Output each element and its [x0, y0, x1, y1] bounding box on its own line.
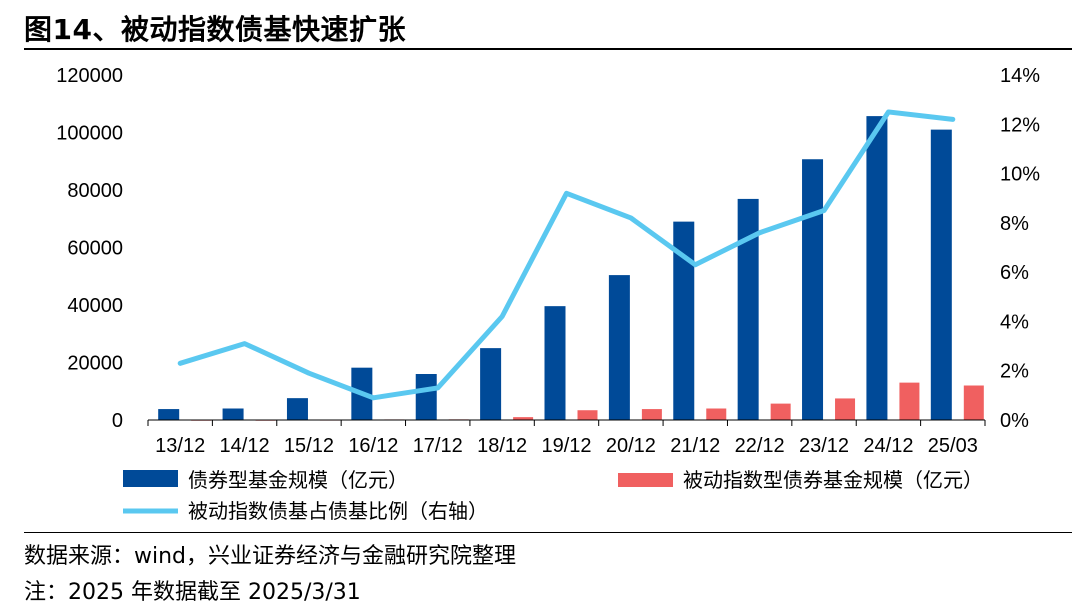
left-tick-label: 120000 — [56, 65, 123, 87]
bond-fund-bar — [286, 398, 308, 420]
passive-index-bar — [770, 403, 791, 420]
right-tick-label: 8% — [1000, 213, 1029, 235]
passive-index-bar — [835, 398, 856, 420]
x-tick-label: 25/03 — [928, 435, 978, 457]
bars-group — [158, 116, 984, 421]
right-tick-label: 14% — [1000, 65, 1040, 87]
bond-fund-bar — [802, 159, 824, 421]
bond-fund-bar — [415, 374, 437, 420]
source-text: 数据来源：wind，兴业证券经济与金融研究院整理 — [24, 544, 517, 569]
bond-fund-bar — [544, 306, 566, 420]
bond-fund-bar — [737, 198, 759, 420]
bond-fund-bar — [608, 275, 630, 420]
right-tick-label: 6% — [1000, 262, 1029, 284]
footer-rule — [24, 532, 1072, 533]
passive-index-bar — [513, 417, 534, 420]
legend-label-ratio-line: 被动指数债基占债基比例（右轴） — [188, 499, 488, 523]
x-tick-label: 14/12 — [220, 435, 270, 457]
note-text: 注：2025 年数据截至 2025/3/31 — [24, 580, 361, 605]
x-tick-label: 15/12 — [284, 435, 334, 457]
x-tick-label: 21/12 — [670, 435, 720, 457]
left-tick-label: 80000 — [67, 180, 123, 202]
title-rule — [24, 48, 1072, 50]
x-tick-label: 20/12 — [606, 435, 656, 457]
passive-index-bar — [963, 385, 984, 420]
left-tick-label: 60000 — [67, 238, 123, 260]
left-tick-label: 20000 — [67, 353, 123, 375]
x-tick-label: 22/12 — [735, 435, 785, 457]
ratio-line-group — [177, 109, 956, 401]
right-tick-label: 12% — [1000, 114, 1040, 136]
x-tick-label: 24/12 — [863, 435, 913, 457]
passive-index-bar — [706, 408, 727, 420]
bond-fund-bar — [222, 408, 244, 420]
x-tick-label: 18/12 — [477, 435, 527, 457]
right-tick-label: 10% — [1000, 164, 1040, 186]
x-tick-label: 23/12 — [799, 435, 849, 457]
bond-fund-bar — [866, 116, 888, 421]
bond-fund-bar — [930, 129, 952, 420]
left-axis-ticks: 0 20000 40000 60000 80000 100000 120000 — [56, 65, 123, 432]
left-tick-label: 0 — [112, 410, 123, 432]
legend-swatch-passive-index — [618, 473, 673, 487]
right-tick-label: 2% — [1000, 361, 1029, 383]
legend-label-passive-index: 被动指数型债券基金规模（亿元） — [683, 468, 983, 492]
passive-index-bar — [899, 382, 920, 420]
x-tick-label: 13/12 — [155, 435, 205, 457]
bond-fund-bar — [673, 221, 695, 420]
legend-swatch-bond-fund — [123, 470, 178, 487]
passive-index-bar — [641, 409, 662, 420]
ratio-line — [177, 109, 956, 401]
passive-index-bar — [577, 410, 598, 420]
x-axis-ticks: 13/12 14/12 15/12 16/12 17/12 18/12 19/12 20/12… — [147, 420, 986, 457]
x-tick-label: 17/12 — [413, 435, 463, 457]
chart-title: 图14、被动指数债基快速扩张 — [24, 13, 406, 46]
left-tick-label: 40000 — [67, 295, 123, 317]
x-tick-label: 19/12 — [541, 435, 591, 457]
bond-fund-bar — [480, 348, 502, 420]
legend-label-bond-fund: 债券型基金规模（亿元） — [188, 468, 408, 492]
right-tick-label: 0% — [1000, 410, 1029, 432]
legend: 债券型基金规模（亿元） 被动指数型债券基金规模（亿元） 被动指数债基占债基比例（右轴… — [123, 468, 983, 523]
bond-fund-bar — [158, 409, 180, 420]
x-tick-label: 16/12 — [348, 435, 398, 457]
chart-canvas: 0 20000 40000 60000 80000 100000 120000 0% 2% 4%… — [56, 65, 1040, 523]
right-axis-ticks: 0% 2% 4% 6% 8% 10% 12% 14% — [1000, 65, 1040, 432]
right-tick-label: 4% — [1000, 311, 1029, 333]
left-tick-label: 100000 — [56, 123, 123, 145]
